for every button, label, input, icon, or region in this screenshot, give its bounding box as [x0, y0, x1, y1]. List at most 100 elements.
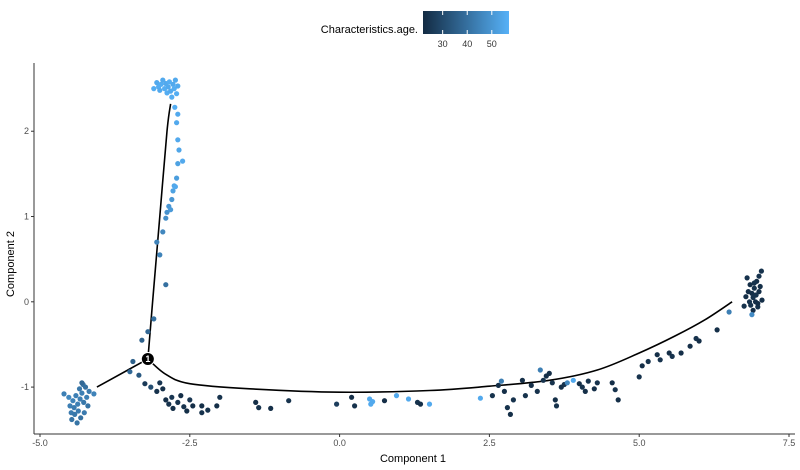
- branch-point-label: 1: [145, 354, 150, 364]
- trajectory-segment: [147, 103, 172, 359]
- data-point: [582, 388, 588, 394]
- data-point: [157, 380, 163, 386]
- data-point: [70, 398, 76, 404]
- data-point: [570, 377, 576, 383]
- data-point: [77, 396, 83, 402]
- trajectory-segment: [96, 358, 149, 388]
- legend-tick-label: 40: [462, 39, 472, 49]
- data-point: [127, 369, 133, 375]
- trajectory-segment: [147, 301, 733, 394]
- data-point: [74, 420, 80, 426]
- data-point: [748, 302, 754, 308]
- data-point: [163, 215, 169, 221]
- legend-ticks: 30 40 50: [438, 11, 497, 49]
- data-point: [75, 401, 81, 407]
- data-point: [726, 309, 732, 315]
- data-point: [753, 292, 759, 298]
- data-point: [86, 388, 92, 394]
- data-point: [172, 184, 178, 190]
- data-point: [172, 104, 178, 110]
- data-point: [645, 358, 651, 365]
- legend-tick-label: 30: [438, 39, 448, 49]
- data-point: [750, 307, 756, 313]
- data-point: [66, 394, 72, 400]
- data-point: [576, 381, 582, 387]
- data-point: [747, 282, 753, 288]
- data-point: [172, 77, 178, 83]
- data-point: [352, 403, 358, 409]
- data-point: [636, 374, 642, 380]
- data-point: [184, 408, 190, 414]
- data-point: [519, 377, 526, 383]
- y-tick-label: -1: [21, 382, 29, 392]
- data-point: [553, 403, 560, 409]
- data-point: [417, 401, 424, 407]
- data-point: [175, 83, 181, 89]
- branch-point-marker: [140, 351, 155, 366]
- branch-point-group: 1: [140, 351, 155, 366]
- data-point: [615, 397, 621, 403]
- data-point: [164, 209, 170, 215]
- data-point: [654, 352, 660, 358]
- data-point: [174, 175, 180, 181]
- data-point: [758, 268, 765, 274]
- data-point: [755, 300, 761, 307]
- data-point: [72, 411, 78, 417]
- data-point: [145, 329, 151, 335]
- data-point: [540, 377, 546, 383]
- data-point: [609, 380, 615, 386]
- data-point: [756, 273, 762, 279]
- data-point: [73, 393, 79, 399]
- data-point: [169, 196, 175, 203]
- data-point: [85, 403, 91, 409]
- data-point: [82, 384, 89, 390]
- data-point: [154, 80, 160, 86]
- data-point: [163, 397, 169, 403]
- data-point: [591, 386, 597, 392]
- data-point: [268, 405, 274, 411]
- y-tick-label: 1: [24, 212, 29, 222]
- data-point: [81, 399, 87, 405]
- data-point: [171, 86, 177, 92]
- data-point: [174, 120, 180, 126]
- data-point: [175, 111, 181, 117]
- data-point: [756, 289, 762, 295]
- axes: -5.0 -2.5 0.0 2.5 5.0 7.5 -1 0 1 2: [21, 63, 795, 448]
- data-point: [166, 401, 172, 407]
- y-tick-label: 2: [24, 126, 29, 136]
- data-point: [510, 397, 516, 403]
- data-point: [405, 396, 412, 402]
- data-point: [176, 147, 182, 153]
- data-point: [489, 393, 495, 399]
- data-point: [187, 397, 193, 403]
- data-point: [142, 381, 148, 387]
- data-point: [757, 283, 763, 290]
- data-point: [130, 358, 136, 365]
- data-point: [160, 77, 166, 83]
- data-point: [334, 401, 340, 407]
- x-tick-label: 5.0: [633, 438, 646, 448]
- data-point: [495, 382, 501, 388]
- data-point: [190, 403, 196, 409]
- legend-title: Characteristics.age.: [321, 24, 418, 36]
- data-point: [157, 252, 163, 258]
- data-point: [163, 282, 169, 288]
- data-point: [81, 410, 87, 416]
- trajectory: [96, 103, 733, 394]
- data-point: [696, 338, 702, 344]
- data-point: [71, 405, 77, 411]
- data-point: [579, 384, 585, 390]
- data-point: [169, 94, 175, 100]
- data-point: [158, 81, 164, 87]
- data-point: [751, 285, 757, 291]
- data-point: [165, 84, 171, 90]
- x-axis-title: Component 1: [380, 453, 446, 465]
- data-point: [154, 239, 160, 245]
- data-point: [139, 337, 145, 343]
- data-point: [175, 161, 181, 167]
- legend-tick-label: 50: [487, 39, 497, 49]
- data-point: [349, 394, 355, 400]
- data-point: [180, 158, 186, 164]
- data-point: [714, 327, 720, 333]
- data-point: [256, 405, 262, 411]
